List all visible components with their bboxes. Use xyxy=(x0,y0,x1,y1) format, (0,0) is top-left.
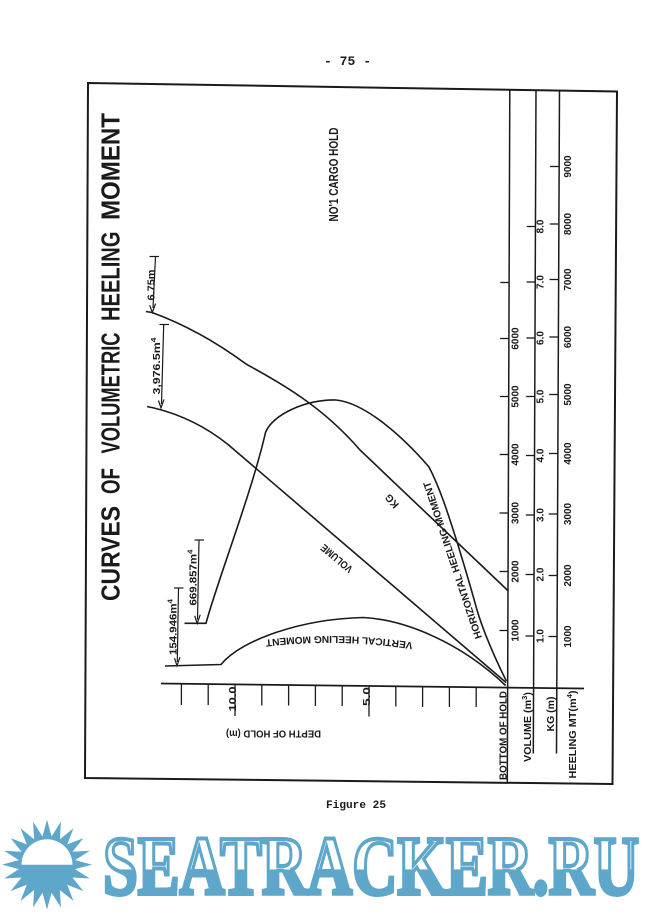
svg-text:6.75m: 6.75m xyxy=(147,269,158,300)
svg-text:10.0: 10.0 xyxy=(228,686,239,712)
svg-text:3.0: 3.0 xyxy=(536,508,547,522)
svg-text:8.0: 8.0 xyxy=(536,219,547,233)
svg-text:VOLUMETRIC: VOLUMETRIC xyxy=(96,332,126,453)
svg-text:5000: 5000 xyxy=(563,383,574,406)
svg-text:NO'1 CARGO HOLD: NO'1 CARGO HOLD xyxy=(326,128,341,222)
svg-text:6000: 6000 xyxy=(563,325,574,348)
svg-text:KG (m): KG (m) xyxy=(546,697,557,732)
svg-text:9000: 9000 xyxy=(563,155,574,178)
svg-text:VOLUME (m3): VOLUME (m3) xyxy=(522,692,534,762)
svg-text:3000: 3000 xyxy=(563,502,574,525)
svg-text:3,976.5m4: 3,976.5m4 xyxy=(151,337,163,394)
svg-text:6000: 6000 xyxy=(511,327,522,350)
svg-text:Figure 25: Figure 25 xyxy=(326,800,386,812)
svg-text:1000: 1000 xyxy=(563,625,574,648)
svg-text:BOTTOM OF HOLD: BOTTOM OF HOLD xyxy=(499,691,510,780)
svg-text:4000: 4000 xyxy=(511,443,522,466)
svg-text:SEATRACKER.RU: SEATRACKER.RU xyxy=(103,820,639,913)
svg-text:- 75 -: - 75 - xyxy=(324,54,371,69)
svg-text:3000: 3000 xyxy=(511,501,522,524)
svg-text:DEPTH OF HOLD (m): DEPTH OF HOLD (m) xyxy=(226,728,321,740)
svg-text:MOMENT: MOMENT xyxy=(96,113,126,220)
svg-text:5.0: 5.0 xyxy=(362,686,373,706)
svg-text:1000: 1000 xyxy=(511,619,522,642)
svg-text:669.857m4: 669.857m4 xyxy=(188,549,200,605)
svg-text:CURVES: CURVES xyxy=(96,506,126,601)
svg-text:4.0: 4.0 xyxy=(536,448,547,462)
svg-text:5000: 5000 xyxy=(511,385,522,408)
svg-text:OF: OF xyxy=(96,468,126,494)
svg-text:7000: 7000 xyxy=(563,268,574,291)
svg-text:2000: 2000 xyxy=(563,564,574,587)
svg-text:8000: 8000 xyxy=(563,212,574,235)
svg-text:4000: 4000 xyxy=(563,442,574,465)
svg-text:HEELING: HEELING xyxy=(96,232,126,322)
svg-text:5.0: 5.0 xyxy=(536,389,547,403)
svg-text:7.0: 7.0 xyxy=(536,275,547,289)
svg-text:2.0: 2.0 xyxy=(536,567,547,581)
svg-text:1.0: 1.0 xyxy=(536,629,547,643)
svg-text:2000: 2000 xyxy=(511,560,522,583)
svg-text:154.946m4: 154.946m4 xyxy=(168,599,180,655)
svg-text:HEELING MT(m4): HEELING MT(m4) xyxy=(567,691,579,779)
svg-text:6.0: 6.0 xyxy=(536,331,547,345)
